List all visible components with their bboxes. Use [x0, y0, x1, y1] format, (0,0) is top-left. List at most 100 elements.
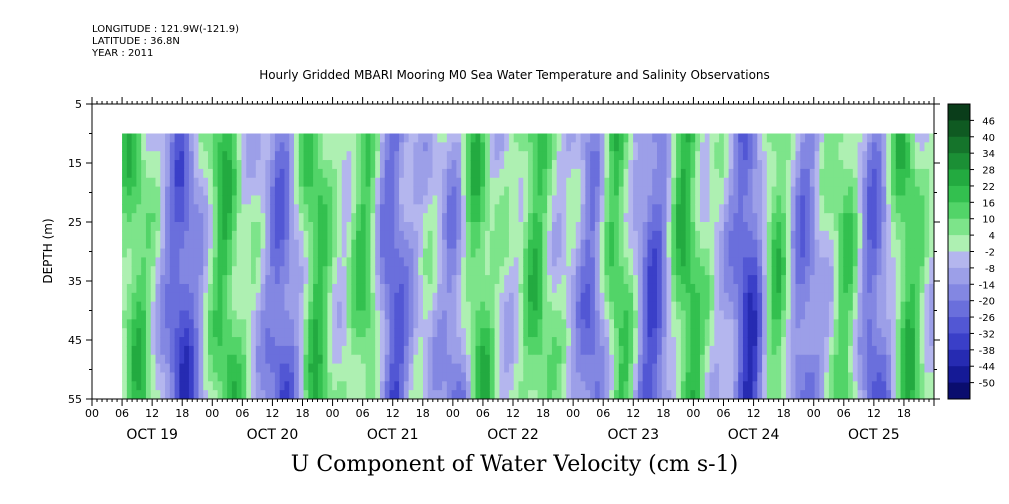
heatmap-cell [470, 337, 477, 347]
heatmap-cell [656, 177, 663, 188]
heatmap-cell [126, 292, 133, 303]
heatmap-cell [279, 142, 286, 152]
heatmap-cell [136, 283, 142, 294]
heatmap-cell [427, 230, 434, 241]
heatmap-cell [408, 230, 415, 241]
heatmap-cell [580, 151, 586, 161]
heatmap-cell [155, 177, 161, 188]
heatmap-cell [298, 213, 305, 223]
heatmap-cell [222, 292, 228, 303]
heatmap-cell [852, 337, 859, 347]
heatmap-cell [709, 195, 715, 205]
heatmap-cell [623, 363, 629, 374]
heatmap-cell [728, 257, 735, 267]
heatmap-cell [131, 266, 137, 276]
heatmap-cell [532, 142, 539, 152]
heatmap-cell [145, 142, 152, 152]
heatmap-cell [494, 195, 500, 205]
heatmap-cell [203, 213, 209, 223]
heatmap-cell [289, 266, 295, 276]
heatmap-cell [227, 222, 233, 232]
heatmap-cell [848, 222, 854, 232]
heatmap-cell [547, 337, 553, 347]
heatmap-cell [413, 337, 419, 347]
heatmap-cell [532, 195, 539, 205]
heatmap-cell [795, 372, 801, 382]
heatmap-cell [795, 177, 801, 188]
heatmap-cell [303, 292, 309, 303]
heatmap-cell [862, 186, 868, 197]
heatmap-cell [547, 160, 553, 170]
heatmap-cell [910, 142, 916, 152]
heatmap-cell [155, 337, 161, 347]
heatmap-cell [628, 266, 634, 276]
heatmap-cell [862, 257, 868, 267]
heatmap-cell [203, 230, 209, 241]
heatmap-cell [188, 354, 195, 365]
heatmap-cell [208, 248, 214, 258]
heatmap-cell [389, 177, 395, 188]
heatmap-cell [255, 275, 262, 285]
heatmap-cell [695, 345, 701, 356]
heatmap-cell [723, 292, 730, 303]
heatmap-cell [618, 283, 625, 294]
heatmap-cell [590, 222, 596, 232]
heatmap-cell [442, 133, 448, 143]
heatmap-cell [752, 204, 758, 214]
heatmap-cell [594, 292, 601, 303]
heatmap-cell [776, 319, 782, 329]
heatmap-cell [561, 292, 567, 303]
heatmap-cell [551, 292, 558, 303]
heatmap-cell [604, 328, 610, 338]
heatmap-cell [747, 204, 754, 214]
heatmap-cell [351, 310, 357, 320]
heatmap-cell [599, 213, 606, 223]
heatmap-cell [265, 257, 271, 267]
heatmap-cell [881, 257, 887, 267]
heatmap-cell [556, 275, 563, 285]
heatmap-cell [867, 310, 873, 320]
heatmap-cell [666, 328, 672, 338]
heatmap-cell [766, 328, 773, 338]
heatmap-cell [747, 248, 754, 258]
heatmap-cell [781, 186, 787, 197]
heatmap-cell [508, 186, 515, 197]
heatmap-cell [480, 266, 486, 276]
heatmap-cell [671, 257, 677, 267]
heatmap-cell [313, 381, 319, 391]
heatmap-cell [246, 133, 252, 143]
heatmap-cell [303, 319, 309, 329]
heatmap-cell [609, 186, 615, 197]
heatmap-cell [313, 133, 319, 143]
heatmap-cell [184, 239, 190, 250]
heatmap-cell [399, 319, 405, 329]
heatmap-cell [800, 337, 806, 347]
heatmap-cell [542, 133, 548, 143]
heatmap-cell [867, 151, 873, 161]
heatmap-cell [136, 213, 142, 223]
heatmap-cell [437, 275, 443, 285]
heatmap-cell [246, 248, 252, 258]
heatmap-cell [270, 372, 276, 382]
heatmap-cell [637, 213, 644, 223]
heatmap-cell [805, 345, 811, 356]
heatmap-cell [656, 337, 663, 347]
heatmap-cell [437, 328, 443, 338]
heatmap-cell [251, 283, 257, 294]
heatmap-cell [504, 239, 510, 250]
heatmap-cell [699, 319, 706, 329]
heatmap-cell [203, 222, 209, 232]
heatmap-cell [547, 257, 553, 267]
heatmap-cell [604, 160, 610, 170]
heatmap-cell [723, 328, 730, 338]
heatmap-cell [212, 177, 219, 188]
heatmap-cell [165, 213, 171, 223]
heatmap-cell [179, 168, 185, 179]
heatmap-cell [456, 328, 462, 338]
heatmap-cell [542, 381, 548, 391]
heatmap-cell [881, 239, 887, 250]
heatmap-cell [169, 239, 176, 250]
heatmap-cell [246, 345, 252, 356]
heatmap-cell [566, 142, 572, 152]
heatmap-cell [446, 195, 453, 205]
